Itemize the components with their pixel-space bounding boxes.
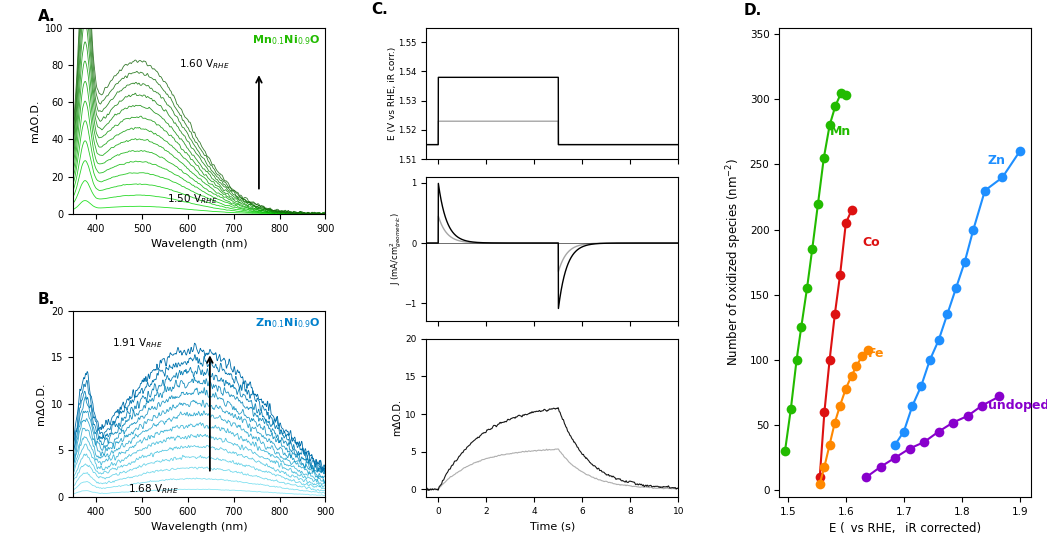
Y-axis label: J (mA/cm$^2_{geometric}$): J (mA/cm$^2_{geometric}$): [388, 213, 404, 285]
Text: 1.60 V$_{RHE}$: 1.60 V$_{RHE}$: [179, 57, 229, 71]
Text: 1.91 V$_{RHE}$: 1.91 V$_{RHE}$: [112, 336, 163, 350]
Text: 1.68 V$_{RHE}$: 1.68 V$_{RHE}$: [129, 482, 179, 496]
Text: D.: D.: [744, 3, 762, 18]
Text: Zn$_{0.1}$Ni$_{0.9}$O: Zn$_{0.1}$Ni$_{0.9}$O: [254, 316, 320, 330]
Text: Mn: Mn: [830, 125, 851, 139]
Text: 1.50 V$_{RHE}$: 1.50 V$_{RHE}$: [168, 193, 218, 206]
X-axis label: Wavelength (nm): Wavelength (nm): [151, 239, 248, 249]
Text: A.: A.: [38, 9, 55, 24]
Text: Fe: Fe: [868, 347, 885, 360]
Text: Zn: Zn: [987, 154, 1006, 167]
Y-axis label: E (V vs RHE, iR corr.): E (V vs RHE, iR corr.): [387, 47, 397, 140]
X-axis label: Time (s): Time (s): [530, 521, 575, 531]
Y-axis label: Number of oxidized species (nm$^{-2}$): Number of oxidized species (nm$^{-2}$): [725, 158, 744, 366]
Text: C.: C.: [371, 2, 387, 17]
Text: B.: B.: [38, 292, 55, 307]
X-axis label: E ( vs RHE,  iR corrected): E ( vs RHE, iR corrected): [829, 522, 981, 535]
Text: Mn$_{0.1}$Ni$_{0.9}$O: Mn$_{0.1}$Ni$_{0.9}$O: [251, 33, 320, 47]
Y-axis label: mΔO.D.: mΔO.D.: [36, 383, 46, 425]
X-axis label: Wavelength (nm): Wavelength (nm): [151, 522, 248, 532]
Y-axis label: mΔO.D.: mΔO.D.: [393, 399, 402, 436]
Text: undoped: undoped: [987, 399, 1047, 412]
Text: Co: Co: [862, 236, 879, 249]
Y-axis label: mΔO.D.: mΔO.D.: [29, 99, 40, 142]
